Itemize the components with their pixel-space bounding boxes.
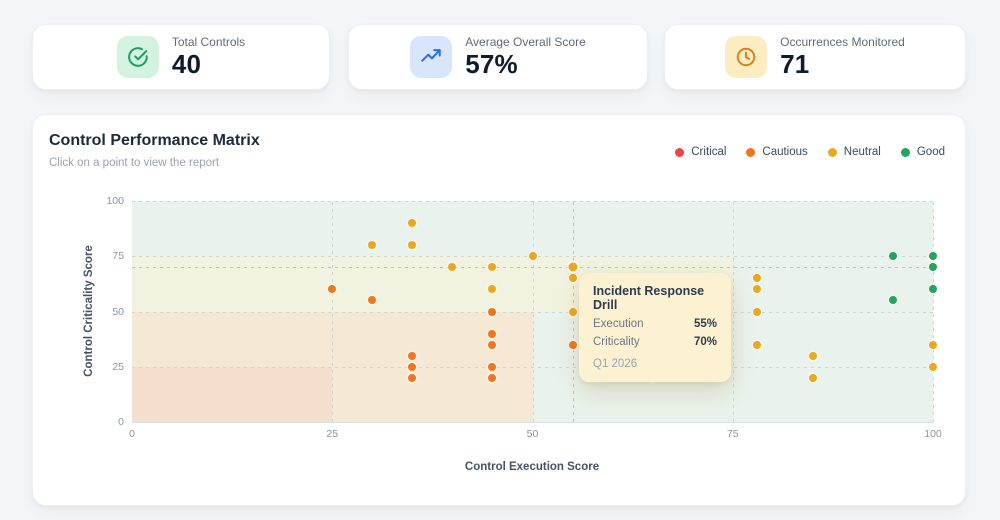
y-axis-title: Control Criticality Score — [83, 245, 95, 377]
scatter-point[interactable] — [408, 362, 417, 371]
x-tick-label: 75 — [726, 428, 739, 440]
scatter-point[interactable] — [808, 351, 817, 360]
scatter-point[interactable] — [488, 340, 497, 349]
tooltip-value: 70% — [693, 336, 717, 348]
scatter-point[interactable] — [488, 329, 497, 338]
tooltip-title: Incident Response Drill — [593, 284, 705, 312]
stat-label: Total Controls — [171, 35, 246, 50]
tooltip: Incident Response Drill Execution 55% Cr… — [579, 273, 731, 382]
tooltip-value: 55% — [693, 318, 717, 330]
chart-title: Control Performance Matrix — [49, 132, 260, 149]
clock-icon — [725, 36, 768, 78]
crosshair-horizontal — [132, 267, 933, 269]
stat-label: Average Overall Score — [465, 35, 586, 50]
chart-card: Control Performance Matrix Click on a po… — [32, 114, 966, 506]
x-axis-title: Control Execution Score — [464, 461, 600, 473]
legend-item-critical[interactable]: Critical — [675, 146, 726, 158]
x-tick-label: 0 — [129, 428, 135, 440]
y-tick-label: 0 — [118, 416, 124, 428]
legend-label: Critical — [691, 146, 727, 158]
scatter-point[interactable] — [368, 296, 377, 305]
tooltip-row: Criticality 70% — [593, 336, 717, 348]
scatter-point[interactable] — [488, 285, 497, 294]
legend-label: Good — [916, 146, 945, 158]
legend-dot — [900, 147, 910, 157]
scatter-point[interactable] — [752, 307, 761, 316]
x-tick-label: 25 — [326, 428, 339, 440]
gridline-vertical — [732, 201, 734, 422]
plot-area: Incident Response Drill Execution 55% Cr… — [132, 201, 937, 423]
stat-card-total-controls: Total Controls 40 — [32, 24, 330, 90]
scatter-point[interactable] — [568, 307, 577, 316]
legend-dot — [827, 147, 837, 157]
legend-item-cautious[interactable]: Cautious — [746, 146, 808, 158]
legend-item-good[interactable]: Good — [900, 146, 945, 158]
trending-up-icon — [410, 36, 453, 78]
scatter-point[interactable] — [888, 252, 897, 261]
legend-dot — [746, 147, 756, 157]
x-tick-label: 50 — [526, 428, 539, 440]
scatter-point[interactable] — [448, 263, 457, 272]
legend-label: Neutral — [843, 146, 881, 158]
scatter-point[interactable] — [488, 263, 497, 272]
stat-card-average-overall-score: Average Overall Score 57% — [348, 24, 648, 90]
scatter-point[interactable] — [929, 285, 937, 294]
stat-value: 57% — [465, 49, 518, 80]
scatter-point[interactable] — [929, 362, 937, 371]
scatter-point[interactable] — [368, 241, 377, 250]
scatter-point[interactable] — [929, 263, 937, 272]
scatter-point[interactable] — [568, 274, 577, 283]
scatter-point[interactable] — [568, 340, 577, 349]
stat-label: Occurrences Monitored — [780, 35, 905, 50]
gridline-vertical — [532, 201, 534, 422]
scatter-point[interactable] — [888, 296, 897, 305]
gridline-vertical — [332, 201, 334, 422]
scatter-point[interactable] — [752, 285, 761, 294]
scatter-point[interactable] — [929, 340, 937, 349]
stat-card-occurrences-monitored: Occurrences Monitored 71 — [664, 24, 966, 90]
scatter-point[interactable] — [488, 373, 497, 382]
tooltip-label: Criticality — [593, 336, 640, 348]
scatter-point-highlighted[interactable] — [568, 262, 578, 272]
x-tick-label: 100 — [924, 428, 942, 440]
legend-item-neutral[interactable]: Neutral — [827, 146, 881, 158]
scatter-point[interactable] — [408, 351, 417, 360]
scatter-point[interactable] — [488, 307, 497, 316]
scatter-point[interactable] — [328, 285, 337, 294]
scatter-point[interactable] — [408, 241, 417, 250]
tooltip-label: Execution — [593, 318, 644, 330]
legend-label: Cautious — [762, 146, 808, 158]
scatter-point[interactable] — [408, 219, 417, 228]
critical-zone — [132, 366, 333, 422]
scatter-point[interactable] — [752, 274, 761, 283]
y-tick-label: 100 — [106, 195, 124, 207]
scatter-point[interactable] — [752, 340, 761, 349]
tooltip-footer: Q1 2026 — [593, 358, 638, 370]
gridline-vertical — [933, 201, 934, 422]
scatter-point[interactable] — [408, 373, 417, 382]
chart-subtitle: Click on a point to view the report — [49, 157, 220, 169]
scatter-point[interactable] — [808, 373, 817, 382]
legend: Critical Cautious Neutral Good — [675, 146, 945, 158]
scatter-point[interactable] — [528, 252, 537, 261]
check-circle-icon — [116, 36, 159, 78]
stat-value: 71 — [780, 49, 810, 80]
y-tick-label: 25 — [112, 360, 124, 373]
legend-dot — [675, 147, 685, 157]
y-tick-label: 50 — [112, 305, 124, 318]
stat-value: 40 — [171, 49, 202, 80]
tooltip-row: Execution 55% — [593, 318, 717, 330]
y-tick-label: 75 — [112, 250, 124, 263]
scatter-point[interactable] — [488, 362, 497, 371]
scatter-point[interactable] — [929, 252, 937, 261]
